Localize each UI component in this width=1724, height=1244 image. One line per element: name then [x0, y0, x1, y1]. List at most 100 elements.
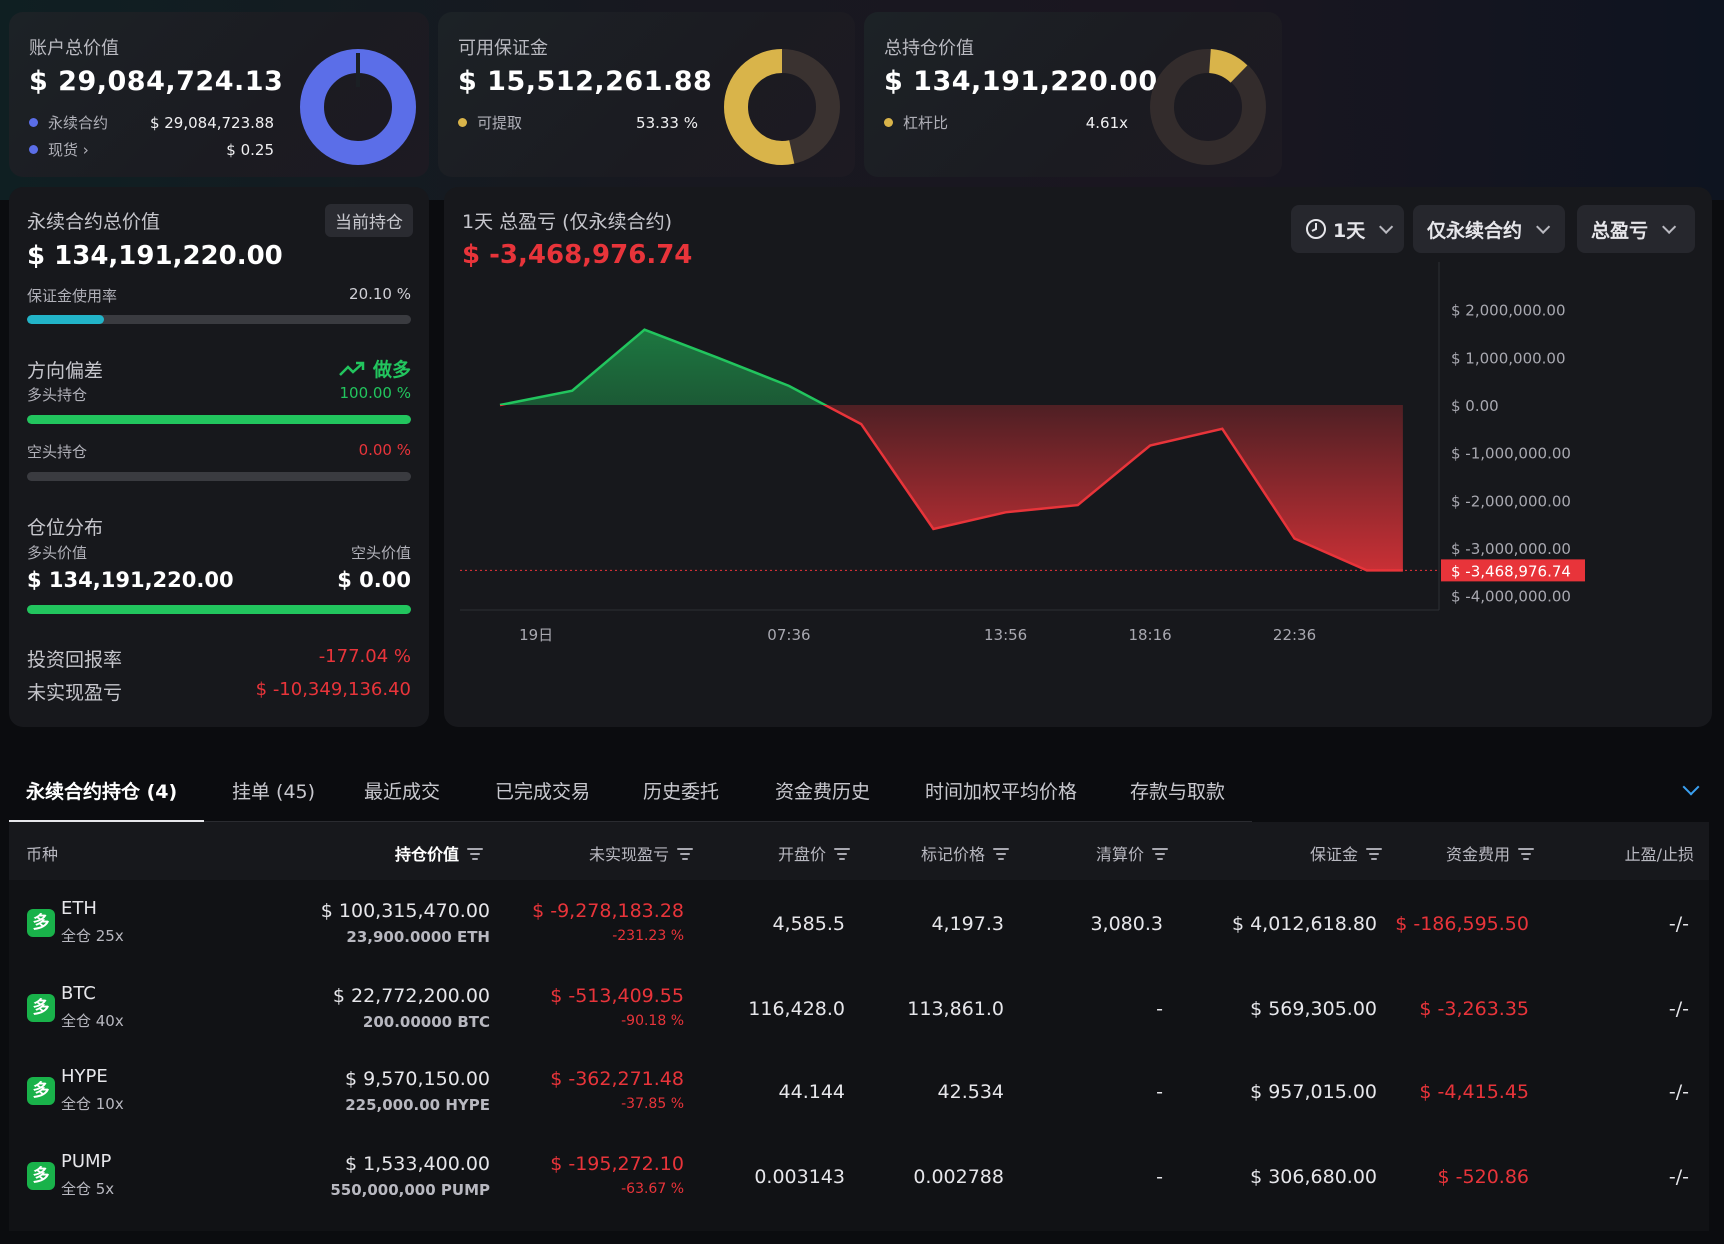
tp-sl[interactable]: -/- [1668, 998, 1689, 1020]
spot-balance-row[interactable]: 现货 › $ 0.25 [29, 139, 274, 160]
sort-filter-icon[interactable] [1152, 847, 1168, 860]
funding-fee: $ -4,415.45 [1419, 1081, 1529, 1103]
scope-dropdown[interactable]: 仅永续合约 [1413, 205, 1565, 253]
y-tick-label: $ -4,000,000.00 [1451, 588, 1571, 606]
table-body [9, 880, 1709, 1231]
position-donut-chart [1150, 49, 1266, 165]
coin-symbol[interactable]: HYPE [61, 1066, 108, 1087]
column-header-3[interactable]: 开盘价 [778, 841, 850, 865]
long-value-label: 多头价值 [27, 544, 88, 562]
column-header-0[interactable]: 币种 [26, 841, 58, 865]
position-value: $ 9,570,150.00 [344, 1068, 490, 1090]
direction-value: 做多 [372, 359, 411, 381]
position-size: 225,000.00 HYPE [345, 1096, 490, 1114]
margin-donut-arc [724, 49, 840, 165]
x-tick-label: 22:36 [1273, 626, 1316, 644]
sort-filter-icon[interactable] [1366, 847, 1382, 860]
long-position-bar [27, 415, 411, 424]
margin-mode: 全仓 5x [61, 1180, 115, 1198]
unrealized-pnl: $ -195,272.10 [550, 1153, 684, 1175]
open-price: 0.003143 [754, 1166, 845, 1188]
coin-symbol[interactable]: PUMP [61, 1151, 112, 1172]
tab-5[interactable]: 资金费历史 [775, 781, 871, 803]
table-header [9, 822, 1709, 880]
table-row[interactable]: 多 HYPE 全仓 10x $ 9,570,150.00 225,000.00 HYPE… [9, 1048, 1709, 1134]
timeframe-dropdown[interactable]: 1天 [1291, 205, 1404, 253]
short-value: $ 0.00 [337, 568, 411, 592]
margin-value: $ 569,305.00 [1250, 998, 1377, 1020]
sort-filter-icon[interactable] [1518, 847, 1534, 860]
tp-sl[interactable]: -/- [1668, 1166, 1689, 1188]
tab-6[interactable]: 时间加权平均价格 [925, 781, 1078, 803]
tab-1[interactable]: 挂单 (45) [232, 781, 316, 803]
last-value-label: $ -3,468,976.74 [1451, 562, 1571, 580]
column-header-label: 清算价 [1095, 845, 1144, 864]
open-price: 4,585.5 [772, 913, 845, 935]
column-header-7[interactable]: 资金费用 [1446, 841, 1534, 865]
tab-7[interactable]: 存款与取款 [1130, 781, 1226, 803]
funding-fee: $ -186,595.50 [1395, 913, 1529, 935]
sort-filter-icon[interactable] [677, 847, 693, 860]
pnl-area-chart: $ 2,000,000.00 $ 1,000,000.00 $ 0.00 $ -1,0… [460, 262, 1585, 644]
tab-3[interactable]: 已完成交易 [495, 781, 591, 803]
short-position-pct: 0.00 % [358, 441, 411, 459]
y-tick-label: $ -1,000,000.00 [1451, 445, 1571, 463]
perp-balance-label: 永续合约 [48, 114, 109, 132]
column-header-5[interactable]: 清算价 [1096, 841, 1168, 865]
funding-fee: $ -520.86 [1437, 1166, 1529, 1188]
table-row[interactable]: 多 ETH 全仓 25x $ 100,315,470.00 23,900.0000 ET… [9, 880, 1709, 966]
account-total-title: 账户总价值 [29, 38, 119, 59]
upnl-label: 未实现盈亏 [27, 682, 123, 704]
margin-value: $ 4,012,618.80 [1231, 913, 1377, 935]
pnl-type-dropdown[interactable]: 总盈亏 [1577, 205, 1695, 253]
leverage-value: 4.61x [1085, 113, 1128, 132]
perp-balance-value: $ 29,084,723.88 [149, 113, 274, 132]
spot-balance-label[interactable]: 现货 › [48, 141, 89, 159]
tab-0[interactable]: 永续合约持仓 (4) [26, 781, 178, 803]
y-tick-label: $ 2,000,000.00 [1451, 302, 1566, 320]
chevron-down-icon [1379, 219, 1394, 234]
distribution-bar [27, 605, 411, 614]
withdrawable-dot-icon [458, 118, 467, 127]
chevron-down-icon [1662, 219, 1677, 234]
column-header-4[interactable]: 标记价格 [921, 841, 1009, 865]
table-row[interactable]: 多 PUMP 全仓 5x $ 1,533,400.00 550,000,000 PUMP… [9, 1133, 1709, 1219]
tab-bar [9, 740, 1709, 825]
unrealized-pnl-pct: -231.23 % [612, 928, 684, 944]
perp-value: $ 134,191,220.00 [27, 241, 283, 271]
unrealized-pnl-pct: -63.67 % [621, 1181, 684, 1197]
spot-dot-icon [29, 145, 38, 154]
liquidation-price: - [1156, 1081, 1163, 1103]
coin-symbol[interactable]: BTC [61, 983, 96, 1004]
direction-indicator: 做多 [339, 355, 411, 382]
tab-4[interactable]: 历史委托 [643, 781, 720, 803]
column-header-1[interactable]: 持仓价值 [395, 841, 483, 865]
available-margin-title: 可用保证金 [458, 38, 548, 59]
long-value: $ 134,191,220.00 [27, 568, 234, 592]
column-header-6[interactable]: 保证金 [1310, 841, 1382, 865]
last-value-tag [1441, 559, 1585, 582]
position-size: 550,000,000 PUMP [330, 1181, 490, 1199]
tab-2[interactable]: 最近成交 [364, 781, 441, 803]
pnl-type-label: 总盈亏 [1591, 219, 1649, 242]
perp-title: 永续合约总价值 [27, 211, 161, 233]
sort-filter-icon[interactable] [993, 847, 1009, 860]
column-header-2[interactable]: 未实现盈亏 [589, 841, 693, 865]
y-tick-label: $ 0.00 [1451, 397, 1499, 415]
column-header-label: 币种 [26, 845, 59, 864]
sort-filter-icon[interactable] [834, 847, 850, 860]
column-header-8[interactable]: 止盈/止损 [1625, 841, 1694, 865]
sort-filter-icon[interactable] [467, 847, 483, 860]
position-value: $ 100,315,470.00 [320, 900, 490, 922]
roi-label: 投资回报率 [27, 649, 123, 671]
pnl-negative-line [500, 405, 1403, 572]
table-row[interactable]: 多 BTC 全仓 40x $ 22,772,200.00 200.00000 BTC $ … [9, 965, 1709, 1051]
total-position-card: 总持仓价值 $ 134,191,220.00 杠杆比 4.61x [864, 12, 1282, 177]
long-side-badge: 多 [27, 909, 55, 937]
coin-symbol[interactable]: ETH [61, 898, 97, 919]
margin-mode: 全仓 40x [61, 1012, 124, 1030]
tp-sl[interactable]: -/- [1668, 913, 1689, 935]
tp-sl[interactable]: -/- [1668, 1081, 1689, 1103]
chevron-down-icon [1536, 219, 1551, 234]
current-position-badge[interactable]: 当前持仓 [325, 204, 413, 237]
